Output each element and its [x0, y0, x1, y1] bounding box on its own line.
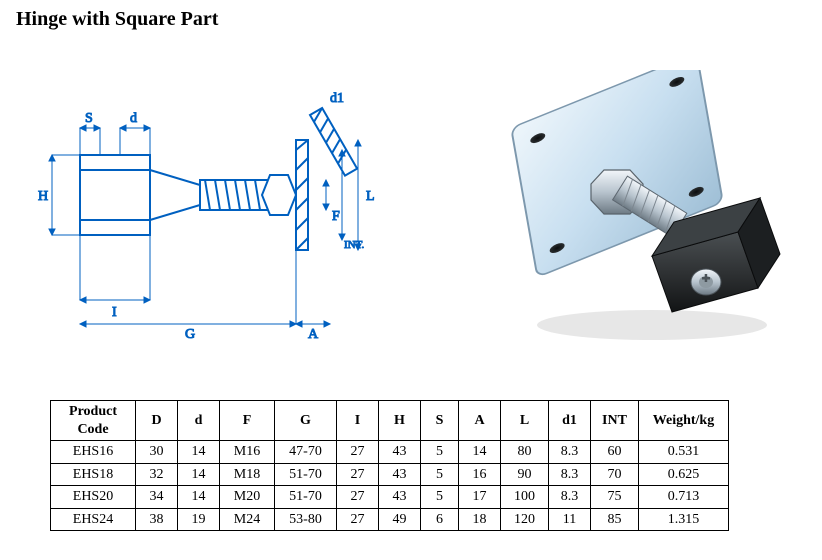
cell: EHS18	[51, 463, 136, 486]
th-d1: d1	[549, 401, 591, 441]
cell: 43	[379, 441, 421, 464]
dim-label-A: A	[308, 327, 319, 340]
cell: EHS20	[51, 486, 136, 509]
cell: 0.531	[639, 441, 729, 464]
cell: 14	[178, 441, 220, 464]
dim-label-I: I	[112, 305, 117, 320]
cell: 0.625	[639, 463, 729, 486]
cell: 14	[178, 486, 220, 509]
th-D: D	[136, 401, 178, 441]
cell: 34	[136, 486, 178, 509]
cell: 18	[459, 508, 501, 531]
cell: 70	[591, 463, 639, 486]
spec-table-head: Product Code D d F G I H S A L d1 INT We…	[51, 401, 729, 441]
th-product-code: Product Code	[51, 401, 136, 441]
dim-label-H: H	[38, 189, 48, 204]
dim-label-S: S	[85, 111, 93, 126]
cell: 90	[501, 463, 549, 486]
cell: 100	[501, 486, 549, 509]
table-row: EHS24 38 19 M24 53-80 27 49 6 18 120 11 …	[51, 508, 729, 531]
cell: EHS16	[51, 441, 136, 464]
dim-label-d1: d1	[330, 91, 344, 106]
table-row: EHS18 32 14 M18 51-70 27 43 5 16 90 8.3 …	[51, 463, 729, 486]
cell: EHS24	[51, 508, 136, 531]
cell: 5	[421, 486, 459, 509]
dim-label-F: F	[332, 209, 340, 224]
th-H: H	[379, 401, 421, 441]
technical-drawing: S d d1 H I	[30, 80, 390, 340]
cell: 27	[337, 508, 379, 531]
th-S: S	[421, 401, 459, 441]
cell: 5	[421, 463, 459, 486]
cell: 38	[136, 508, 178, 531]
th-G: G	[275, 401, 337, 441]
cell: 8.3	[549, 486, 591, 509]
th-I: I	[337, 401, 379, 441]
cell: 47-70	[275, 441, 337, 464]
dim-label-L: L	[366, 189, 375, 204]
cell: 53-80	[275, 508, 337, 531]
table-row: EHS16 30 14 M16 47-70 27 43 5 14 80 8.3 …	[51, 441, 729, 464]
cell: 51-70	[275, 486, 337, 509]
cell: 30	[136, 441, 178, 464]
cell: 51-70	[275, 463, 337, 486]
cell: M18	[220, 463, 275, 486]
cell: 49	[379, 508, 421, 531]
th-L: L	[501, 401, 549, 441]
cell: 0.713	[639, 486, 729, 509]
cell: 27	[337, 486, 379, 509]
cell: 16	[459, 463, 501, 486]
th-F: F	[220, 401, 275, 441]
th-A: A	[459, 401, 501, 441]
cell: 1.315	[639, 508, 729, 531]
cell: 5	[421, 441, 459, 464]
cell: 8.3	[549, 463, 591, 486]
spec-table-body: EHS16 30 14 M16 47-70 27 43 5 14 80 8.3 …	[51, 441, 729, 531]
cell: M20	[220, 486, 275, 509]
dim-label-G: G	[185, 327, 195, 340]
cell: 27	[337, 441, 379, 464]
cell: 60	[591, 441, 639, 464]
cell: 14	[459, 441, 501, 464]
cell: 19	[178, 508, 220, 531]
th-INT: INT	[591, 401, 639, 441]
cell: 43	[379, 463, 421, 486]
product-photo	[442, 70, 792, 350]
cell: 11	[549, 508, 591, 531]
figures-area: S d d1 H I	[0, 60, 822, 380]
th-d: d	[178, 401, 220, 441]
dim-label-INT: INT.	[344, 239, 365, 251]
cell: 43	[379, 486, 421, 509]
cell: 17	[459, 486, 501, 509]
cell: 80	[501, 441, 549, 464]
cell: M24	[220, 508, 275, 531]
cell: 32	[136, 463, 178, 486]
cell: 8.3	[549, 441, 591, 464]
cell: 14	[178, 463, 220, 486]
page-title: Hinge with Square Part	[16, 8, 218, 31]
cell: 120	[501, 508, 549, 531]
cell: 27	[337, 463, 379, 486]
cell: 75	[591, 486, 639, 509]
table-row: EHS20 34 14 M20 51-70 27 43 5 17 100 8.3…	[51, 486, 729, 509]
th-weight: Weight/kg	[639, 401, 729, 441]
cell: 85	[591, 508, 639, 531]
dim-label-d: d	[130, 111, 137, 126]
cell: M16	[220, 441, 275, 464]
spec-table: Product Code D d F G I H S A L d1 INT We…	[50, 400, 729, 531]
cell: 6	[421, 508, 459, 531]
